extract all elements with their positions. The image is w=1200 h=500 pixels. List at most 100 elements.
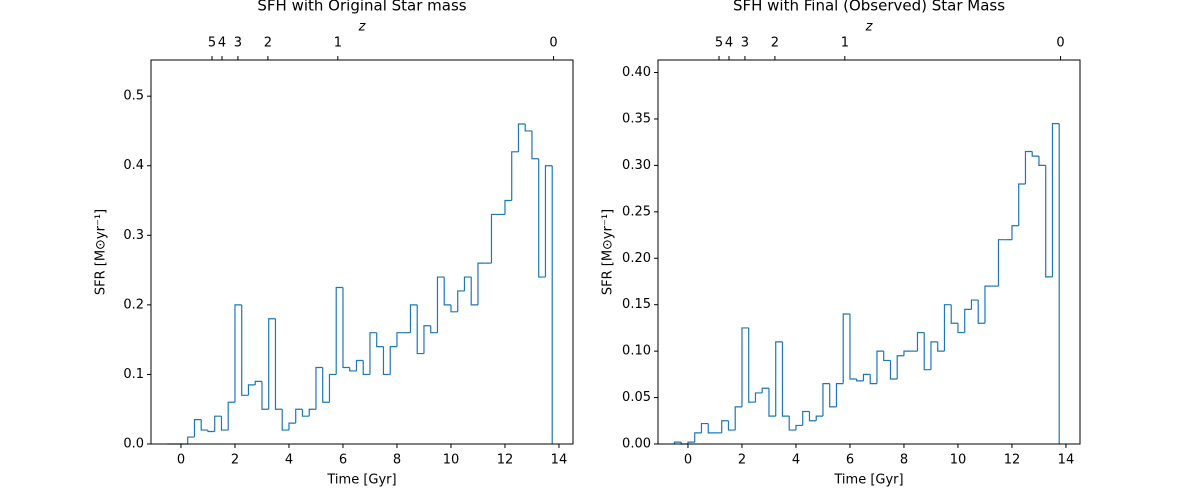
histogram-step xyxy=(1045,165,1053,278)
x-tick-label: 14 xyxy=(551,453,568,468)
histogram-step xyxy=(335,286,343,375)
histogram-step xyxy=(748,327,756,403)
x2-tick-label: 5 xyxy=(208,36,216,51)
histogram-step xyxy=(930,341,938,370)
plot-frame xyxy=(657,59,1081,445)
chart-title: SFH with Original Star mass xyxy=(257,0,466,15)
histogram-step xyxy=(254,380,262,385)
histogram-step xyxy=(896,355,904,379)
histogram-step xyxy=(477,262,485,305)
histogram-step xyxy=(193,419,202,438)
y-tick-label: 0.2 xyxy=(123,297,144,312)
histogram-step xyxy=(517,123,526,152)
y-tick-label: 0.4 xyxy=(123,158,144,173)
x2-tick-label: 1 xyxy=(334,36,342,51)
histogram-step xyxy=(511,151,519,201)
histogram-step xyxy=(808,411,817,422)
histogram-step xyxy=(781,341,790,417)
histogram-step xyxy=(937,341,945,352)
y-tick-label: 0.0 xyxy=(123,437,144,452)
histogram-step xyxy=(187,436,195,444)
histogram-step xyxy=(889,360,898,380)
x2-tick-label: 4 xyxy=(725,36,733,51)
histogram-step xyxy=(727,420,736,431)
histogram-step xyxy=(977,300,985,324)
histogram-step xyxy=(247,384,256,396)
histogram-step xyxy=(369,332,377,375)
x2-tick-label: 2 xyxy=(771,36,779,51)
histogram-step xyxy=(964,308,972,333)
histogram-step xyxy=(903,350,911,356)
histogram-step xyxy=(315,366,323,410)
histogram-step xyxy=(1031,151,1039,157)
histogram-step xyxy=(1011,225,1019,240)
histogram-step xyxy=(382,346,391,376)
histogram-step xyxy=(734,406,742,431)
histogram-step xyxy=(490,213,499,264)
histogram-step xyxy=(694,432,702,443)
histogram-step xyxy=(436,276,445,333)
histogram-step xyxy=(504,199,512,215)
x-tick-label: 6 xyxy=(846,453,854,468)
y-tick-label: 0.15 xyxy=(622,297,651,312)
histogram-step xyxy=(923,332,931,371)
y-tick-label: 0.20 xyxy=(622,251,651,266)
histogram-step xyxy=(274,318,283,410)
x-tick-label: 0 xyxy=(684,453,692,468)
x2-axis-label: z xyxy=(358,20,367,35)
histogram-step xyxy=(430,325,438,334)
histogram-step xyxy=(234,304,242,403)
histogram-step xyxy=(829,383,837,408)
histogram-step xyxy=(673,441,682,444)
y-tick-label: 0.00 xyxy=(622,437,651,452)
x-tick-label: 12 xyxy=(1004,453,1021,468)
x2-tick-label: 0 xyxy=(549,36,557,51)
histogram-step xyxy=(768,388,776,417)
histogram-step xyxy=(997,239,1006,287)
histogram-step xyxy=(788,416,796,431)
histogram-step xyxy=(761,387,769,393)
histogram-step xyxy=(876,350,884,384)
x-tick-label: 8 xyxy=(900,453,908,468)
histogram-step xyxy=(741,327,749,407)
histogram-step xyxy=(355,359,364,371)
histogram-step xyxy=(268,318,276,410)
y-tick-label: 0.1 xyxy=(123,367,144,382)
plot-frame xyxy=(150,59,574,445)
histogram-step xyxy=(950,304,958,324)
histogram-step xyxy=(1051,123,1060,277)
histogram-step xyxy=(970,299,979,310)
y-tick-label: 0.05 xyxy=(622,390,651,405)
histogram-step xyxy=(795,424,803,431)
x2-tick-label: 2 xyxy=(264,36,272,51)
histogram-step xyxy=(943,304,952,352)
x2-tick-label: 0 xyxy=(1056,36,1064,51)
histogram-step xyxy=(207,430,215,433)
y-tick-label: 0.5 xyxy=(123,89,144,104)
x-axis-label: Time [Gyr] xyxy=(326,473,396,488)
x-tick-label: 2 xyxy=(738,453,746,468)
histogram-step xyxy=(423,325,431,354)
histogram-step xyxy=(214,415,222,432)
histogram-step xyxy=(984,285,992,324)
histogram-step xyxy=(916,331,925,352)
x2-tick-label: 4 xyxy=(218,36,226,51)
histogram-step xyxy=(1038,156,1046,167)
histogram-step xyxy=(328,373,337,403)
histogram-step xyxy=(815,415,823,421)
y-axis-label: SFR [M⊙yr⁻¹] xyxy=(94,209,109,295)
y-tick-label: 0.25 xyxy=(622,204,651,219)
histogram-step xyxy=(1018,183,1026,226)
histogram-step xyxy=(754,392,763,403)
histogram-step xyxy=(700,422,709,433)
histogram-step xyxy=(389,346,397,375)
x-tick-label: 8 xyxy=(393,453,401,468)
histogram-step xyxy=(396,332,404,347)
x-tick-label: 10 xyxy=(950,453,967,468)
histogram-step xyxy=(200,419,208,431)
histogram-step xyxy=(856,378,864,382)
histogram-step xyxy=(538,158,546,278)
histogram-step xyxy=(802,410,810,426)
histogram-step xyxy=(822,383,830,417)
